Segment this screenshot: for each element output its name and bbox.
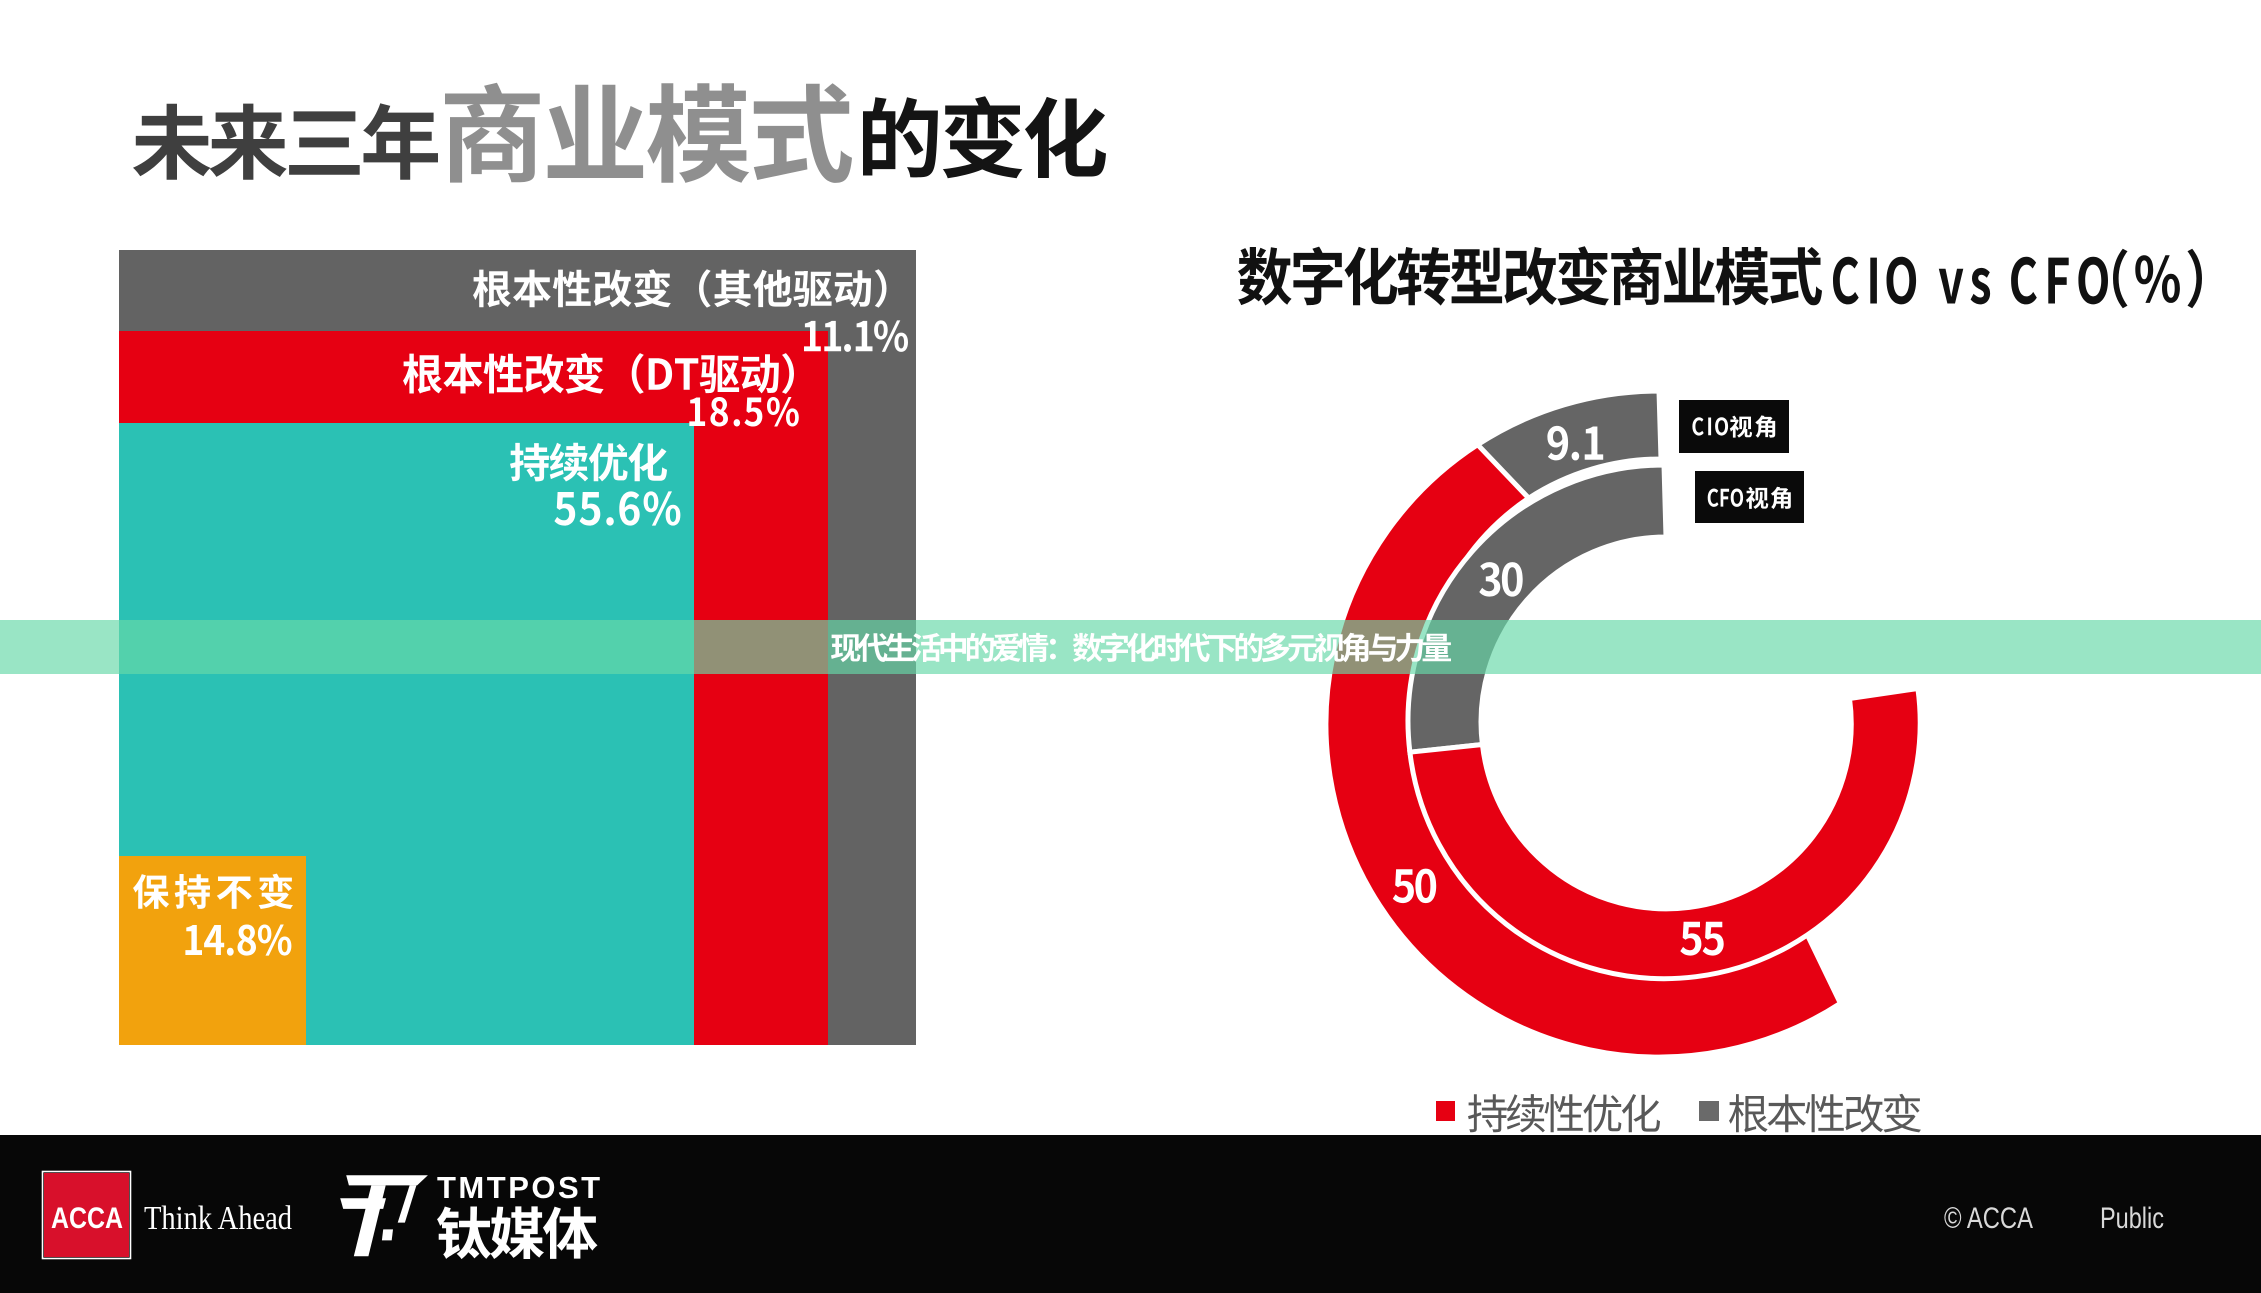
svg-text:ACCA: ACCA bbox=[51, 1202, 123, 1235]
svg-text:Think Ahead: Think Ahead bbox=[144, 1200, 292, 1237]
svg-text:© ACCA: © ACCA bbox=[1944, 1202, 2033, 1235]
svg-text:TMTPOST: TMTPOST bbox=[437, 1170, 603, 1205]
svg-text:Public: Public bbox=[2100, 1202, 2164, 1235]
